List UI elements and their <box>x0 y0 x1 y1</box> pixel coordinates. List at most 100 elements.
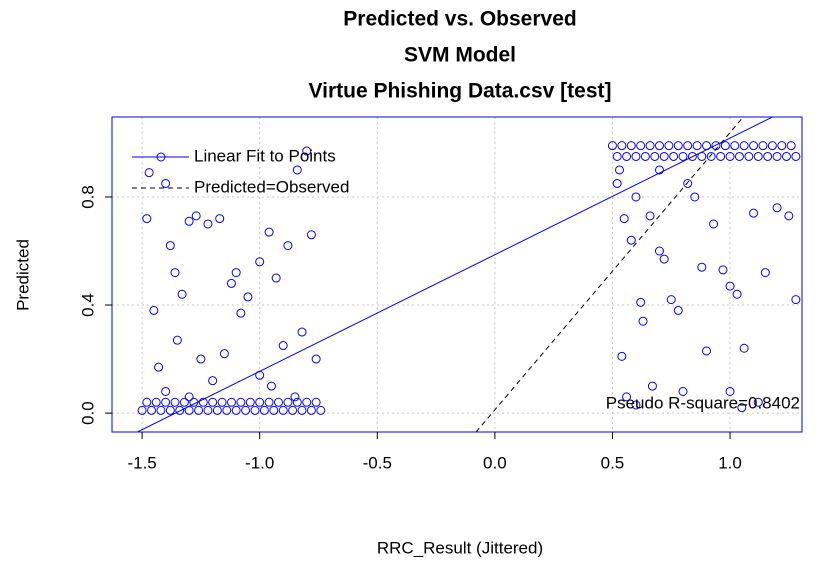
point <box>161 386 171 396</box>
point <box>709 219 719 229</box>
point <box>151 397 161 407</box>
point <box>161 178 171 188</box>
point <box>615 165 625 175</box>
point <box>255 397 265 407</box>
point <box>612 178 622 188</box>
point <box>236 397 246 407</box>
point <box>231 268 241 278</box>
point <box>142 214 152 224</box>
point <box>772 151 782 161</box>
plot-area <box>137 117 801 432</box>
point <box>753 151 763 161</box>
point <box>203 405 213 415</box>
point <box>292 165 302 175</box>
chart-subtitle: SVM Model <box>404 44 516 67</box>
point <box>217 397 227 407</box>
point <box>170 268 180 278</box>
point <box>631 151 641 161</box>
point <box>666 295 676 305</box>
point <box>137 405 147 415</box>
point <box>612 151 622 161</box>
point <box>640 151 650 161</box>
point <box>231 405 241 415</box>
x-tick-label: 0.5 <box>601 453 625 472</box>
point <box>297 327 307 337</box>
point <box>732 289 742 299</box>
point <box>650 151 660 161</box>
point <box>645 141 655 151</box>
x-tick-label: -1.0 <box>245 453 274 472</box>
point <box>619 214 629 224</box>
point <box>758 141 768 151</box>
point <box>786 141 796 151</box>
point <box>718 265 728 275</box>
point <box>297 405 307 415</box>
point <box>269 405 279 415</box>
point <box>737 403 747 413</box>
point <box>763 151 773 161</box>
point <box>678 386 688 396</box>
point <box>622 392 632 402</box>
axes: -1.5 -1.0 -0.5 0.0 0.5 1.0 0.0 0.4 0.8 <box>78 185 741 472</box>
plot-frame <box>111 116 803 433</box>
point <box>781 151 791 161</box>
point <box>292 397 302 407</box>
point <box>744 151 754 161</box>
point <box>179 397 189 407</box>
legend-label: Linear Fit to Points <box>194 146 336 165</box>
point <box>306 405 316 415</box>
point <box>311 354 321 364</box>
point <box>654 141 664 151</box>
chart-subtitle: Virtue Phishing Data.csv [test] <box>308 80 611 103</box>
point <box>791 295 801 305</box>
point <box>191 211 201 221</box>
point <box>271 273 281 283</box>
point <box>654 246 664 256</box>
point <box>725 151 735 161</box>
point <box>739 141 749 151</box>
y-axis-label: Predicted <box>13 239 32 311</box>
point <box>226 397 236 407</box>
point <box>278 405 288 415</box>
x-tick-label: -0.5 <box>363 453 392 472</box>
point <box>617 351 627 361</box>
reference-line <box>475 117 744 432</box>
point <box>283 397 293 407</box>
point <box>716 151 726 161</box>
point <box>678 151 688 161</box>
point <box>196 354 206 364</box>
point <box>760 268 770 278</box>
point <box>212 405 222 415</box>
point <box>215 214 225 224</box>
annotation: Pseudo R-square=0.8402 <box>606 393 800 412</box>
point <box>631 400 641 410</box>
point <box>784 211 794 221</box>
point <box>626 141 636 151</box>
point <box>673 141 683 151</box>
point <box>791 151 801 161</box>
legend-label: Predicted=Observed <box>194 177 349 196</box>
point <box>638 316 648 326</box>
point <box>664 141 674 151</box>
point <box>636 141 646 151</box>
legend-marker <box>156 152 166 162</box>
point <box>250 405 260 415</box>
chart-title: Predicted vs. Observed <box>343 8 576 31</box>
point <box>290 392 300 402</box>
point <box>144 168 154 178</box>
point <box>636 297 646 307</box>
point <box>725 281 735 291</box>
point <box>203 219 213 229</box>
point <box>734 151 744 161</box>
point <box>683 178 693 188</box>
point <box>730 141 740 151</box>
x-tick-label: -1.5 <box>127 453 156 472</box>
point <box>154 362 164 372</box>
point <box>720 141 730 151</box>
x-axis-label: RRC_Result (Jittered) <box>377 538 543 557</box>
grid <box>112 117 802 432</box>
point <box>654 165 664 175</box>
point <box>311 397 321 407</box>
point <box>753 397 763 407</box>
